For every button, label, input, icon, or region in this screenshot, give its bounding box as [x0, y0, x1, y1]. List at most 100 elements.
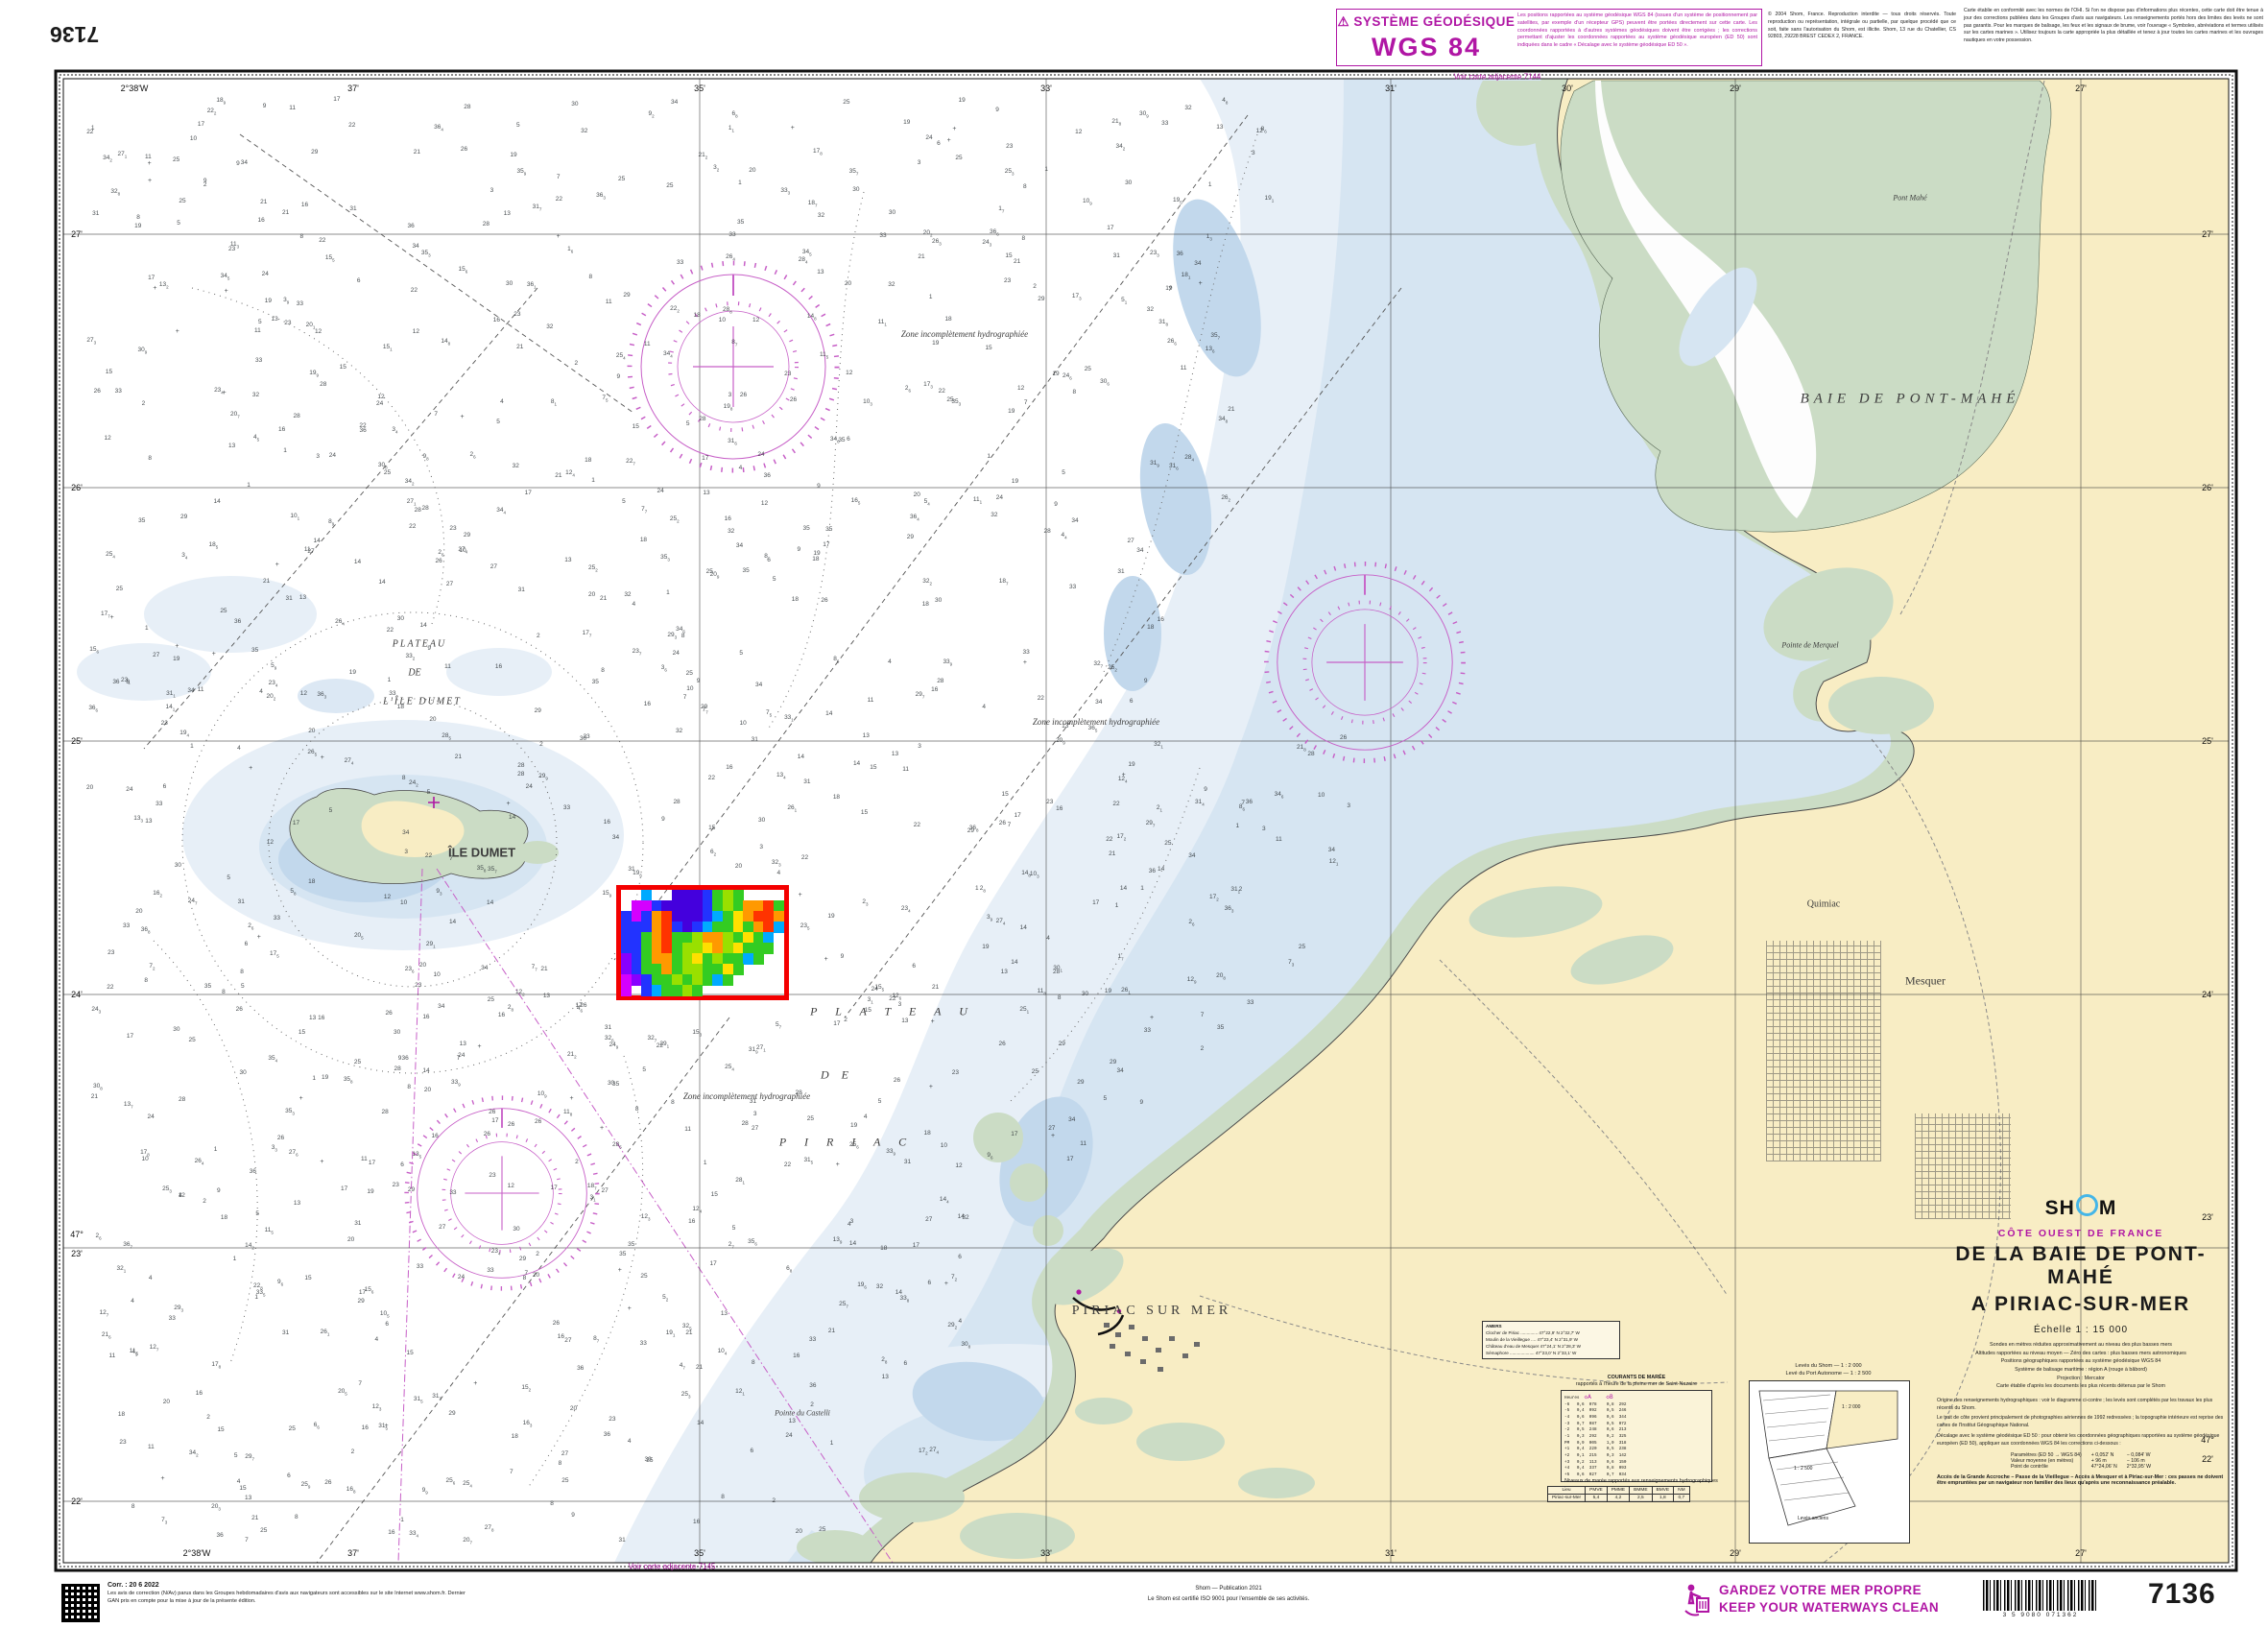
sounding: 27: [1127, 537, 1134, 544]
sounding: 4: [1046, 935, 1050, 943]
heatmap-cell: [712, 890, 724, 901]
sounding: 366: [990, 227, 999, 237]
heatmap-cell: [732, 911, 744, 922]
sounding: 309: [1139, 109, 1149, 119]
sounding: +: [211, 651, 216, 658]
sounding: 1: [738, 180, 742, 187]
datum-cell: + 96 m: [2090, 1457, 2107, 1464]
sounding: 57: [775, 1020, 782, 1029]
sounding: 24: [457, 1273, 466, 1281]
sounding: 236: [404, 965, 415, 974]
sounding: 36: [407, 222, 415, 229]
sounding: 19: [173, 656, 180, 663]
sounding: +: [790, 125, 795, 132]
sounding: 2: [539, 740, 543, 748]
sounding: 367: [123, 1241, 132, 1250]
sounding: 21: [1156, 803, 1163, 813]
graticule-label: 33': [1040, 1548, 1052, 1558]
sounding: +: [1149, 1014, 1155, 1021]
sounding: 30: [607, 1080, 615, 1088]
heatmap-cell: [732, 900, 744, 912]
sounding: 12: [752, 316, 760, 323]
sounding: 24: [525, 782, 533, 790]
sounding: 4: [236, 1478, 241, 1486]
sounding: 363: [317, 691, 327, 700]
graticule-label: 29': [1730, 84, 1741, 93]
sounding: 335: [255, 1288, 266, 1298]
sounding: 98: [422, 452, 429, 462]
sounding: 23: [107, 948, 115, 956]
sounding: 32: [728, 527, 735, 535]
sounding: 22: [359, 422, 367, 430]
sounding: 209: [1056, 737, 1065, 746]
sounding: 27: [728, 1240, 734, 1250]
sounding: 209: [709, 571, 720, 580]
sounding: 12: [383, 893, 392, 900]
sounding: +: [298, 1095, 303, 1103]
sounding: +: [147, 160, 152, 168]
sounding: +: [617, 1267, 622, 1275]
heatmap-cell: [661, 974, 673, 986]
shom-logo-ring-icon: [2075, 1194, 2098, 1216]
sounding: 12: [760, 500, 769, 508]
sounding: 12: [412, 328, 419, 336]
sounding: 10: [433, 971, 441, 979]
sounding: 124: [565, 469, 575, 478]
heatmap-cell: [681, 943, 693, 954]
sounding: +: [943, 1281, 948, 1288]
shom-logo: SH M: [1937, 1194, 2225, 1220]
heatmap-cell: [621, 911, 633, 922]
sounding: 22: [938, 387, 945, 395]
sounding: 27: [489, 563, 497, 571]
sounding: 122: [514, 988, 525, 997]
sounding: 20: [135, 908, 143, 916]
heatmap-cell: [641, 900, 653, 912]
sounding: 26: [438, 549, 444, 558]
sounding: 86: [1238, 802, 1245, 811]
geodetic-warning-title: ⚠ SYSTÈME GÉODÉSIQUE: [1337, 14, 1516, 29]
sounding: 25: [819, 1526, 826, 1534]
sounding: 328: [110, 188, 121, 197]
sounding: 7: [358, 1380, 363, 1388]
heatmap-cell: [681, 932, 693, 944]
sounding: 274: [929, 1446, 939, 1454]
sounding: 4: [632, 601, 636, 609]
sounding: 2: [575, 1159, 579, 1166]
heatmap-cell: [661, 985, 673, 996]
sounding: 212: [698, 152, 708, 160]
sounding: 198: [723, 403, 733, 412]
sounding: 152: [521, 1384, 532, 1393]
heatmap-cell: [723, 911, 734, 922]
chart-notes: Origine des renseignements hydrographiqu…: [1937, 1397, 2224, 1447]
sounding: 9: [216, 1187, 221, 1195]
sounding: 5: [255, 1209, 260, 1217]
sounding: 325: [681, 1323, 692, 1331]
sounding: 257: [839, 1300, 848, 1309]
levels-cell: 2,5: [1629, 1494, 1653, 1502]
levels-header: PMVE: [1585, 1486, 1608, 1495]
sounding: 346: [1274, 790, 1284, 800]
qr-code: [61, 1584, 100, 1622]
heatmap-cell: [702, 943, 713, 954]
sounding: 7: [434, 411, 438, 419]
graticule-label: 31': [1385, 1548, 1397, 1558]
sounding: 252: [588, 564, 598, 573]
heatmap-cell: [692, 890, 704, 901]
sounding: 6: [287, 1472, 291, 1479]
sounding: 124: [1117, 776, 1128, 784]
sounding: 8: [752, 1359, 755, 1367]
sounding: 33: [168, 1315, 176, 1323]
sounding: 14: [508, 813, 516, 821]
sounding: 22: [1112, 800, 1120, 807]
sounding: 26: [469, 451, 476, 460]
sounding: 264: [335, 617, 345, 627]
sounding: +: [175, 328, 179, 336]
sounding: 311: [166, 689, 176, 698]
sounding: 22: [913, 821, 920, 828]
sounding: 34: [1116, 1066, 1124, 1074]
sounding: 353: [285, 1108, 295, 1116]
heatmap-cell: [672, 932, 683, 944]
list-line: Carte établie d'après les documents les …: [1995, 1383, 2166, 1390]
sounding: 23: [489, 1172, 496, 1180]
sounding: 23: [583, 732, 590, 740]
